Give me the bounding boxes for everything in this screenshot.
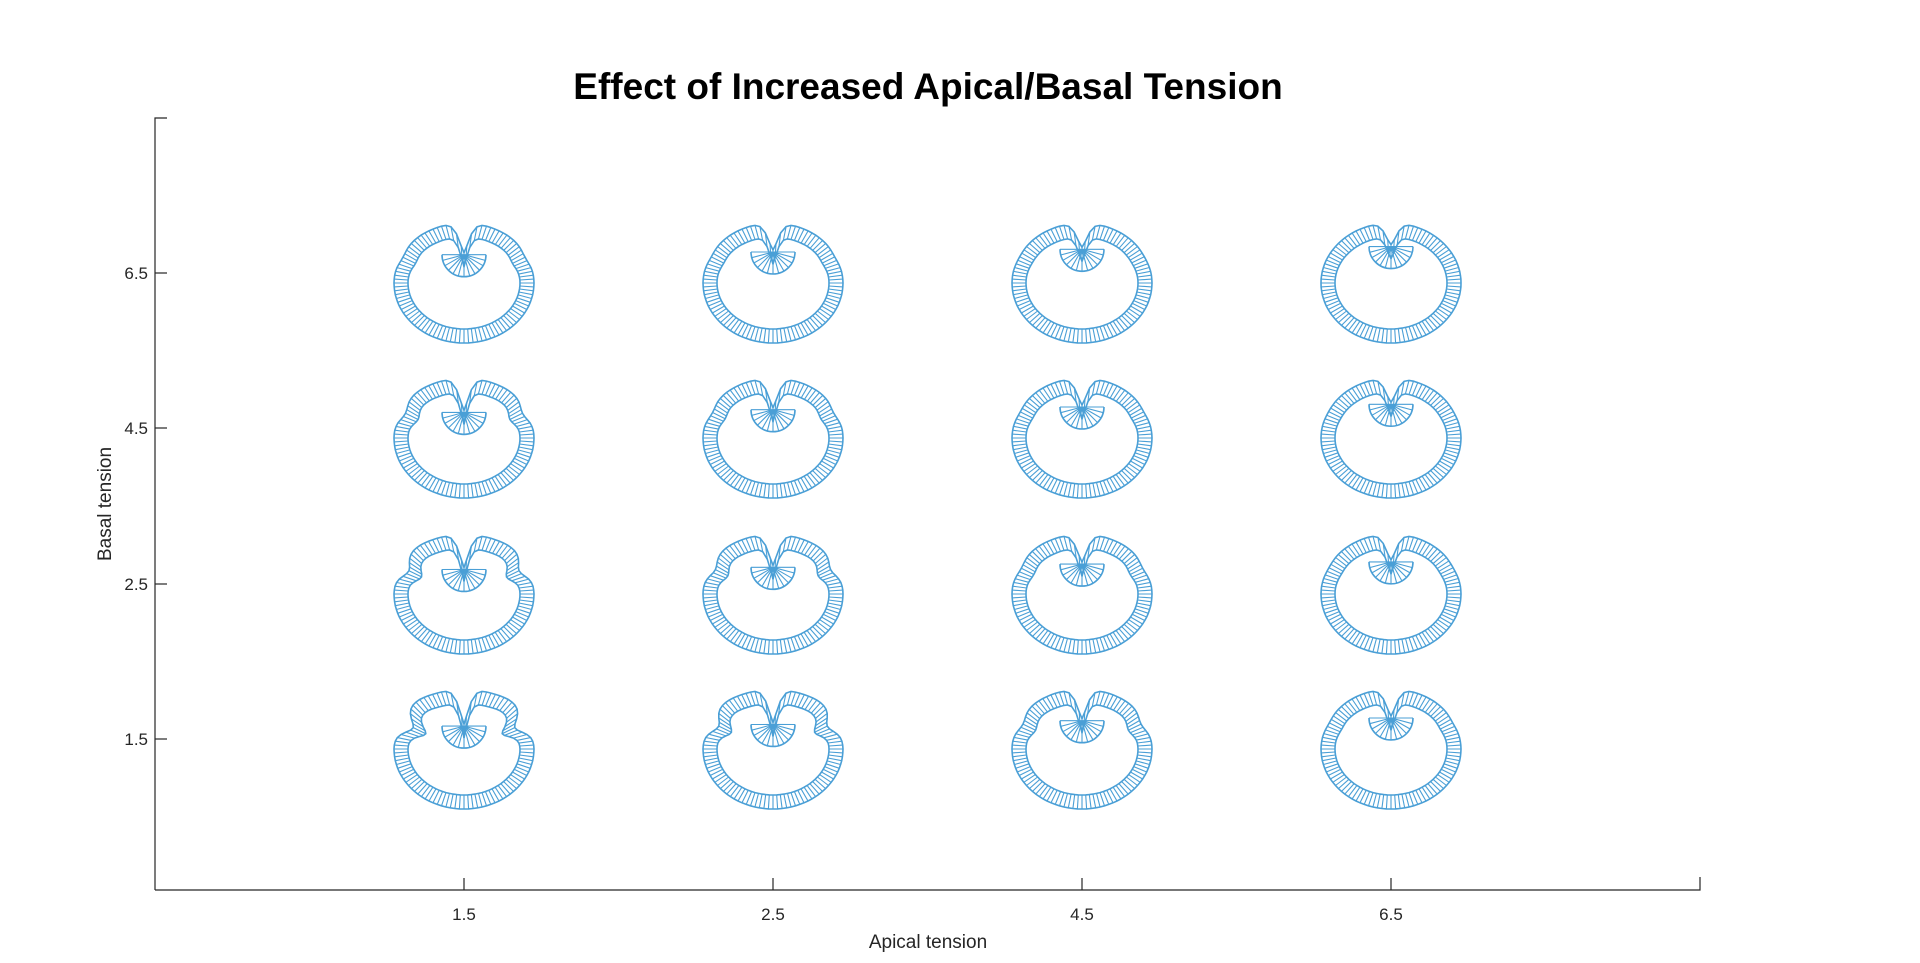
y-tick-label: 4.5 <box>124 419 148 438</box>
apical-fan <box>1060 406 1104 429</box>
cell-walls <box>1012 380 1152 498</box>
x-tick-label: 2.5 <box>761 905 785 924</box>
cell-shape <box>393 224 535 344</box>
apical-fan <box>1368 561 1414 584</box>
apical-fan <box>751 409 795 432</box>
apical-fan-arc <box>1368 404 1414 428</box>
chart-title: Effect of Increased Apical/Basal Tension <box>573 66 1282 107</box>
apical-fan-arc <box>1368 561 1414 585</box>
x-tick-label: 4.5 <box>1070 905 1094 924</box>
cell-shape <box>702 535 844 655</box>
cell-shape <box>1011 224 1153 344</box>
cell-walls <box>1321 225 1461 343</box>
cell-walls <box>394 691 534 809</box>
cell-shape <box>393 379 535 499</box>
cell-shape <box>1320 224 1462 344</box>
apical-fan-arc <box>1059 564 1105 587</box>
cell-shape <box>1320 535 1462 655</box>
cell-walls <box>1012 691 1152 809</box>
cell-shape <box>1320 690 1462 810</box>
apical-fan <box>441 568 487 592</box>
cell-walls <box>394 225 534 343</box>
cell-shape <box>393 535 535 655</box>
cell-walls <box>1321 380 1461 498</box>
apical-fan-arc <box>441 254 487 278</box>
apical-fan-arc <box>750 251 796 275</box>
apical-fan-arc <box>1059 249 1105 273</box>
apical-fan-arc <box>1368 246 1414 270</box>
apical-fan <box>442 725 486 749</box>
cell-shape <box>1320 379 1462 499</box>
cell-walls <box>703 225 843 343</box>
apical-fan <box>1369 717 1413 740</box>
x-axis-label: Apical tension <box>869 932 987 953</box>
cell-shape <box>702 379 844 499</box>
cell-shape <box>1011 690 1153 810</box>
cell-shape <box>393 690 535 810</box>
x-tick-label: 6.5 <box>1379 905 1403 924</box>
y-tick-label: 6.5 <box>124 264 148 283</box>
y-tick-label: 2.5 <box>124 575 148 594</box>
cell-walls <box>394 380 534 498</box>
apical-fan <box>1369 403 1413 427</box>
apical-fan-arc <box>750 724 796 748</box>
apical-fan-arc <box>441 726 487 749</box>
apical-fan-arc <box>441 569 487 593</box>
cell-walls <box>1321 691 1461 809</box>
y-axis-label: Basal tension <box>95 447 116 561</box>
apical-fan <box>750 566 796 590</box>
y-axis-line <box>154 117 167 890</box>
cell-walls <box>703 536 843 654</box>
cell-walls <box>1012 225 1152 343</box>
apical-fan-arc <box>1059 720 1105 744</box>
apical-fan <box>1060 720 1104 743</box>
cell-walls <box>703 691 843 809</box>
apical-fan <box>1369 246 1413 269</box>
apical-fan-arc <box>750 567 796 591</box>
y-tick-label: 1.5 <box>124 730 148 749</box>
apical-fan-arc <box>750 409 796 433</box>
apical-fan-arc <box>1059 406 1105 430</box>
plot-area <box>393 224 1462 810</box>
axes <box>154 117 1701 891</box>
cell-inner-boundary <box>407 393 521 485</box>
cell-shape <box>702 690 844 810</box>
apical-fan <box>751 251 795 274</box>
apical-fan <box>1059 563 1105 587</box>
x-axis-line <box>155 877 1701 891</box>
apical-fan <box>442 411 486 435</box>
apical-fan-arc <box>441 412 487 436</box>
cell-walls <box>1012 536 1152 654</box>
x-tick-label: 1.5 <box>452 905 476 924</box>
apical-fan-arc <box>1368 717 1414 741</box>
cell-inner-boundary <box>716 704 830 796</box>
cell-shape <box>1011 379 1153 499</box>
cell-inner-boundary <box>407 704 521 796</box>
cell-shape <box>702 224 844 344</box>
ticks: 1.5 2.5 4.5 6.5 1.5 2.5 4.5 6.5 <box>124 264 1402 924</box>
cell-walls <box>1321 536 1461 654</box>
cell-walls <box>394 536 534 654</box>
cell-inner-boundary <box>407 549 521 641</box>
cell-shape <box>1011 535 1153 655</box>
apical-fan <box>442 254 486 277</box>
apical-fan <box>750 723 796 747</box>
cell-walls <box>703 380 843 498</box>
apical-fan <box>1060 248 1104 272</box>
